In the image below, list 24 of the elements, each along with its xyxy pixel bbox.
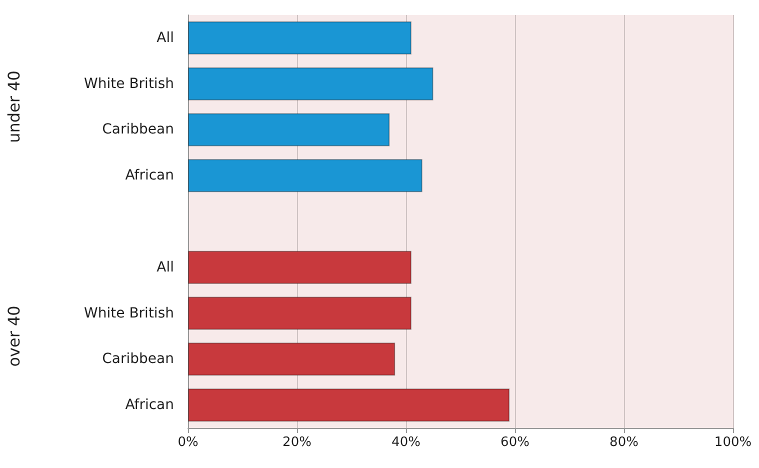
x-tick-label: 40% <box>392 435 420 450</box>
y-tick-label: Caribbean <box>102 122 174 138</box>
y-tick-label: All <box>156 30 174 46</box>
bar <box>188 342 396 376</box>
x-tick-label: 80% <box>610 435 638 450</box>
x-tick-label: 60% <box>500 435 530 450</box>
bar <box>188 388 510 422</box>
y-tick-label: All <box>156 259 174 276</box>
y-tick-label: White British <box>84 305 174 322</box>
y-tick-label: African <box>125 168 174 184</box>
x-tick-label: 100% <box>714 435 752 450</box>
bar <box>188 250 412 284</box>
text: under 40 <box>4 70 24 143</box>
y-tick-label: White British <box>84 76 174 92</box>
x-tick-label: 20% <box>282 435 312 450</box>
y-tick-label: Caribbean <box>102 351 174 368</box>
bar <box>188 113 390 146</box>
bar <box>188 159 422 192</box>
bar <box>188 296 412 330</box>
y-tick-label: African <box>125 397 174 414</box>
bar <box>188 21 412 54</box>
x-tick-label: 0% <box>178 435 198 450</box>
text: over 40 <box>4 306 24 367</box>
bar <box>188 67 434 100</box>
